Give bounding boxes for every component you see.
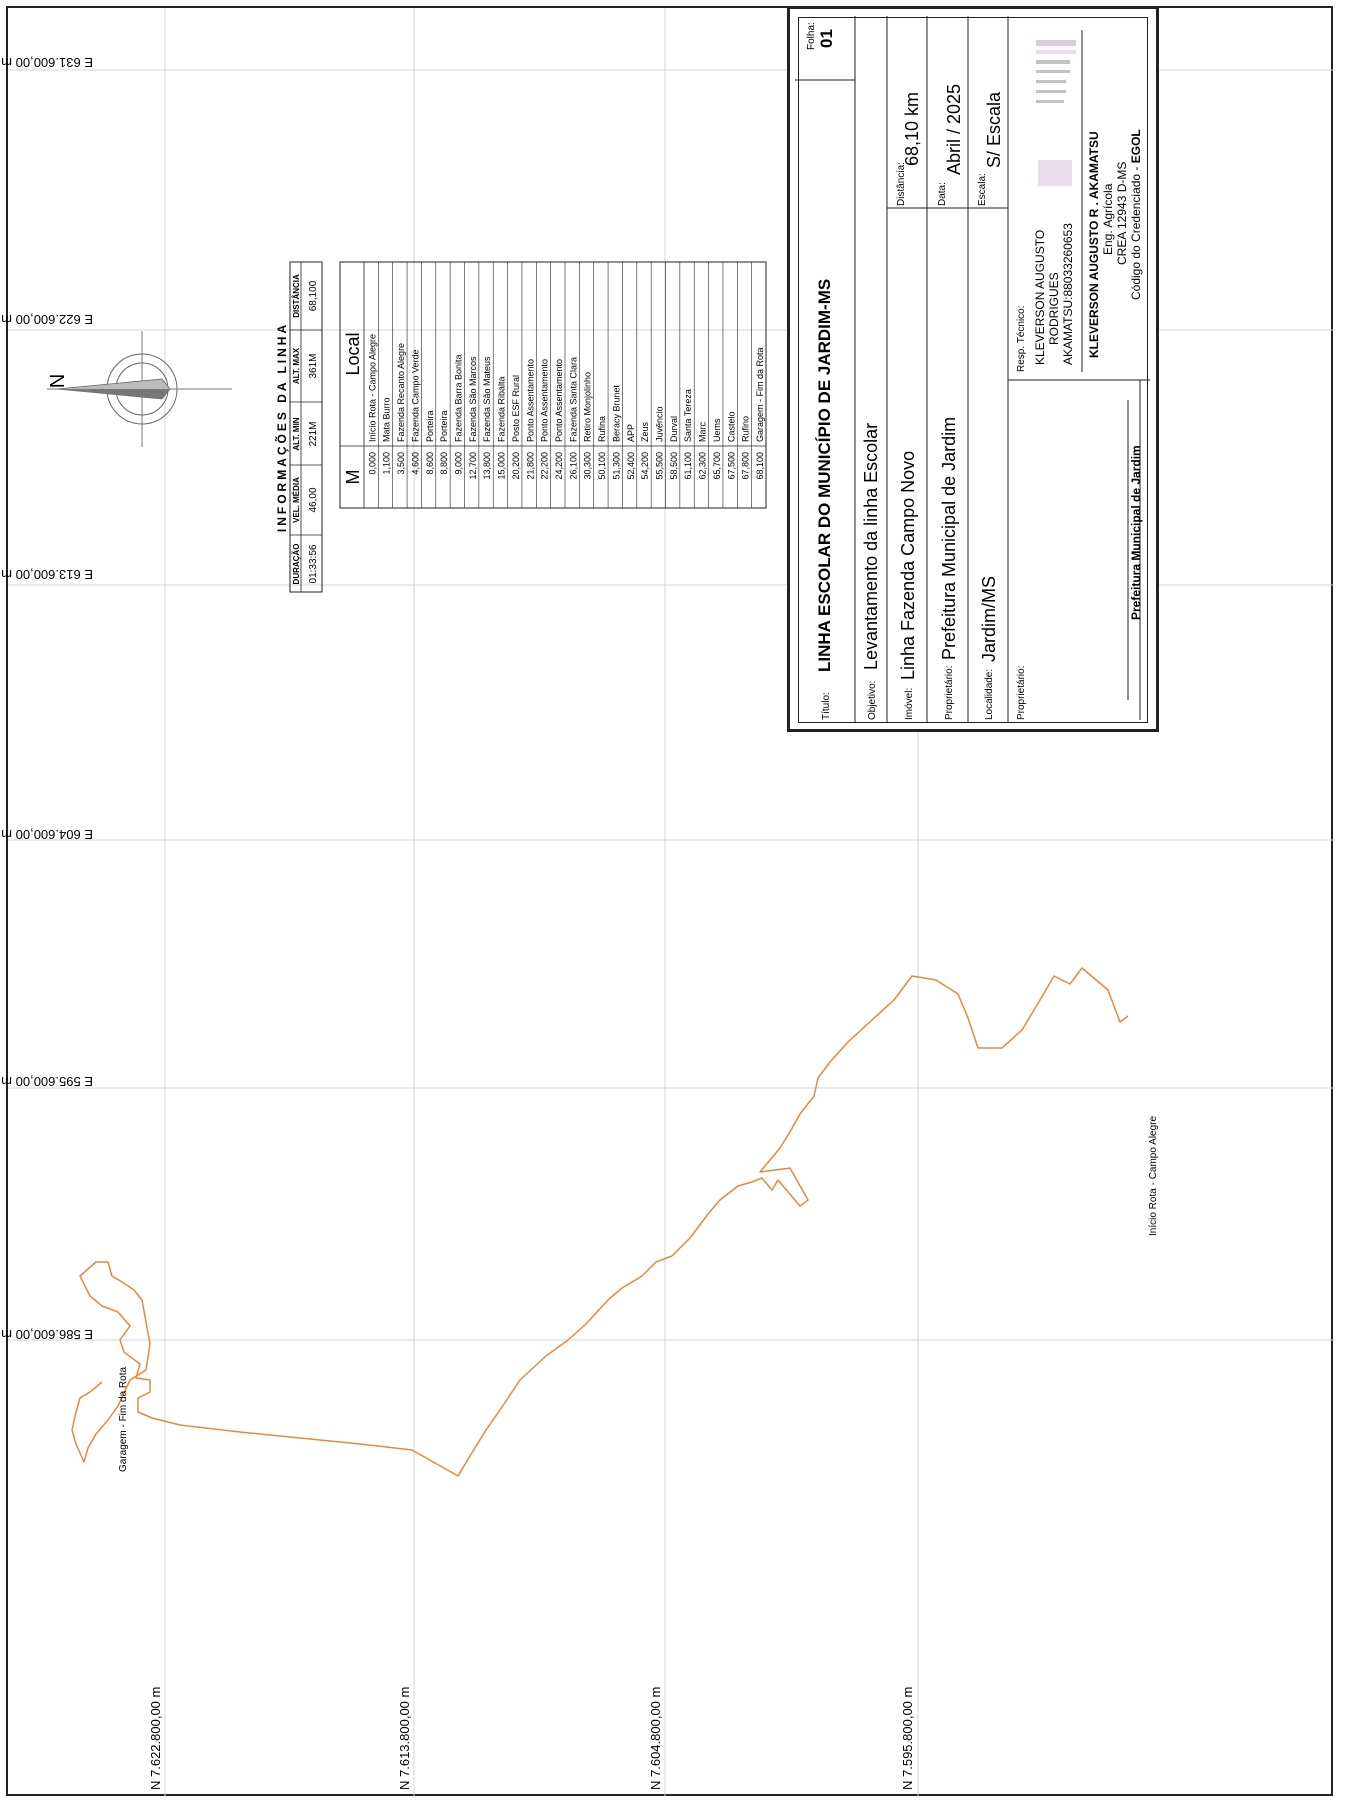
stops-table: M Local 0,000 Início Rota - Campo Alegre 1… — [339, 261, 767, 509]
stop-local: Ponto Assentamento — [525, 359, 535, 442]
stop-distance: 65,700 — [712, 452, 722, 480]
stop-distance: 4,600 — [410, 452, 420, 475]
stop-distance: 51,300 — [611, 452, 621, 480]
stop-distance: 8,800 — [439, 452, 449, 475]
stop-distance: 0,000 — [367, 452, 377, 475]
stop-distance: 67,800 — [741, 452, 751, 480]
info-value: 68,100 — [308, 280, 319, 311]
stop-local: Ponto Assentamento — [540, 359, 550, 442]
stop-local: Zeus — [640, 421, 650, 442]
stop-local: Garagem - Fim da Rota — [755, 347, 765, 442]
stop-distance: 24,200 — [554, 452, 564, 480]
stop-local: Posto ESF Rural — [511, 375, 521, 442]
stop-local: Fazenda Campo Verde — [410, 349, 420, 442]
grid-label-north: N 7.622.800,00 m — [148, 1687, 163, 1790]
stop-local: Uems — [712, 418, 722, 442]
stop-local: Ponto Assentamento — [554, 359, 564, 442]
stop-local: Retiro Monjolinho — [583, 372, 593, 442]
grid-label-east: E 586.600,00 m — [1, 1327, 93, 1342]
grid-label-east: E 631.600,00 m — [1, 55, 93, 70]
stop-distance: 68,100 — [755, 452, 765, 480]
info-table-title: INFORMAÇÕES DA LINHA — [274, 322, 289, 532]
info-value: 01:33:56 — [308, 544, 319, 583]
sheet-border — [6, 6, 1333, 1796]
stop-distance: 22,200 — [540, 452, 550, 480]
stop-local: Rufina — [597, 416, 607, 442]
stop-distance: 62,300 — [698, 452, 708, 480]
stop-local: Rufino — [741, 416, 751, 442]
stop-local: Fazenda Barra Bonita — [454, 354, 464, 442]
stop-local: Fazenda Ribalta — [497, 376, 507, 442]
stop-distance: 13,800 — [482, 452, 492, 480]
grid-label-north: N 7.604.800,00 m — [648, 1687, 663, 1790]
stop-local: Santa Tereza — [683, 389, 693, 442]
stop-local: Fazenda Santa Clara — [568, 357, 578, 442]
info-header: ALT. MIN — [292, 417, 301, 450]
stop-distance: 55,500 — [655, 452, 665, 480]
school-route-line — [71, 967, 1129, 1477]
stop-distance: 58,500 — [669, 452, 679, 480]
stop-local: Marc — [698, 422, 708, 442]
stop-local: Início Rota - Campo Alegre — [367, 334, 377, 442]
stop-local: Porteira — [439, 410, 449, 442]
stop-local: Mata Burro — [382, 397, 392, 442]
info-header: DURAÇÃO — [292, 544, 301, 585]
stop-distance: 8,600 — [425, 452, 435, 475]
info-header: ALT. MAX — [292, 347, 301, 384]
stop-local: Durval — [669, 416, 679, 442]
north-letter: N — [45, 374, 67, 388]
stop-local: Fazenda São Mateus — [482, 356, 492, 442]
stop-distance: 20,200 — [511, 452, 521, 480]
stop-local: Fazenda Recanto Alegre — [396, 343, 406, 442]
info-value: 46,00 — [308, 487, 319, 512]
stop-distance: 26,100 — [568, 452, 578, 480]
stop-local: Castelo — [726, 411, 736, 442]
info-header: VEL. MÉDIA — [292, 477, 301, 523]
stop-distance: 61,100 — [683, 452, 693, 480]
grid-label-north: N 7.613.800,00 m — [397, 1687, 412, 1790]
stop-distance: 30,300 — [583, 452, 593, 480]
route-info-table: INFORMAÇÕES DA LINHA DURAÇÃO VEL. MÉDIA … — [274, 261, 323, 593]
stop-distance: 67,500 — [726, 452, 736, 480]
stop-distance: 1,100 — [382, 452, 392, 475]
stop-local: Juvêncio — [655, 406, 665, 442]
info-value: 221M — [308, 421, 319, 446]
info-value: 361M — [308, 353, 319, 378]
stops-header-m: M — [343, 470, 363, 485]
stop-distance: 15,000 — [497, 452, 507, 480]
stop-distance: 12,700 — [468, 452, 478, 480]
grid-label-north: N 7.595.800,00 m — [900, 1687, 915, 1790]
grid-label-east: E 613.600,00 m — [1, 567, 93, 582]
info-header: DISTÂNCIA — [292, 274, 301, 318]
stop-distance: 52,400 — [626, 452, 636, 480]
route-start-label: Início Rota - Campo Alegre — [1148, 1116, 1159, 1236]
stop-distance: 3,500 — [396, 452, 406, 475]
grid-label-east: E 595.600,00 m — [1, 1074, 93, 1089]
stop-distance: 21,800 — [525, 452, 535, 480]
grid-label-east: E 622.600,00 m — [1, 312, 93, 327]
stop-local: Porteira — [425, 410, 435, 442]
stop-distance: 9,000 — [454, 452, 464, 475]
north-arrow: N — [45, 331, 232, 447]
grid-label-east: E 604.600,00 m — [1, 827, 93, 842]
route-end-label: Garagem - Fim da Rota — [118, 1367, 129, 1472]
stop-distance: 50,100 — [597, 452, 607, 480]
stop-local: APP — [626, 424, 636, 442]
stop-distance: 54,200 — [640, 452, 650, 480]
stops-header-local: Local — [343, 332, 363, 375]
title-block — [787, 6, 1159, 732]
stop-local: Fazenda São Marcos — [468, 356, 478, 442]
stop-local: Beracy Brunet — [611, 384, 621, 442]
